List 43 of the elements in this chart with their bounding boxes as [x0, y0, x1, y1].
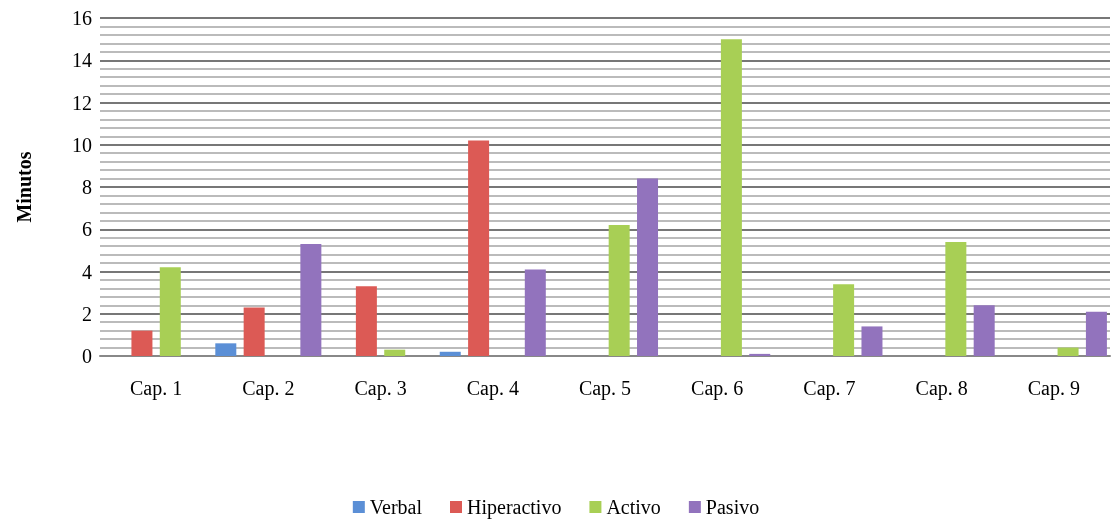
bar: [861, 326, 883, 356]
bar: [468, 140, 490, 356]
bar: [1057, 347, 1079, 356]
bar: [159, 267, 181, 356]
bar: [355, 286, 377, 356]
x-tick-label: Cap. 2: [242, 377, 295, 400]
y-tick-label: 14: [72, 49, 92, 72]
x-tick-label: Cap. 7: [803, 377, 856, 400]
y-tick-label: 6: [82, 218, 92, 241]
x-tick-label: Cap. 1: [130, 377, 183, 400]
legend-label: Pasivo: [705, 496, 760, 518]
bar: [1085, 311, 1107, 356]
x-tick-label: Cap. 4: [466, 377, 519, 400]
legend-label: Hiperactivo: [467, 496, 562, 519]
bar: [637, 178, 659, 356]
bar: [384, 349, 406, 356]
y-tick-label: 8: [82, 176, 92, 198]
x-tick-label: Cap. 5: [578, 377, 632, 400]
bar: [749, 353, 771, 356]
y-tick-label: 16: [72, 7, 92, 29]
bar: [215, 343, 237, 356]
legend-label: Activo: [606, 496, 661, 518]
x-tick-label: Cap. 8: [915, 377, 968, 400]
bar: [131, 330, 153, 356]
y-tick-label: 10: [72, 133, 92, 156]
bar: [720, 39, 742, 356]
x-tick-label: Cap. 9: [1027, 377, 1080, 400]
x-tick-label: Cap. 6: [691, 377, 744, 400]
bar: [300, 244, 322, 356]
legend-label: Verbal: [369, 496, 423, 518]
bar: [524, 269, 546, 356]
bar: [945, 241, 967, 356]
bar: [973, 305, 995, 356]
y-tick-label: 12: [72, 91, 92, 114]
bar: [608, 225, 630, 356]
y-tick-label: 4: [82, 260, 92, 283]
bar: [833, 284, 855, 356]
y-tick-label: 0: [82, 345, 92, 367]
bar: [243, 307, 265, 356]
y-tick-label: 2: [82, 302, 92, 325]
bar: [439, 351, 461, 356]
x-tick-label: Cap. 3: [354, 377, 407, 400]
y-axis-title: Minutos: [13, 151, 35, 223]
